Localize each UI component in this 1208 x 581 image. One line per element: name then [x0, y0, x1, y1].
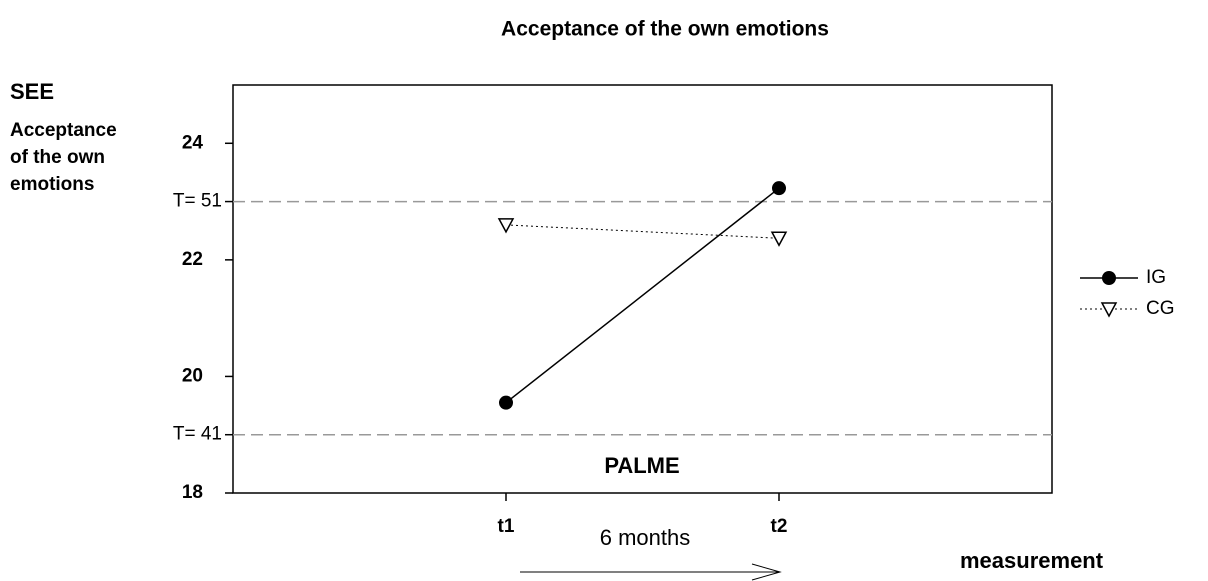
reference-label: T= 41 [173, 424, 222, 445]
series-line [505, 224, 780, 239]
x-label: measurement [960, 548, 1104, 573]
y-tick-label: 18 [182, 482, 203, 503]
y-tick-label: 20 [182, 365, 203, 386]
plot-frame [232, 84, 1053, 494]
legend-label: CG [1146, 298, 1175, 319]
point [499, 395, 513, 410]
point [497, 218, 515, 234]
point [772, 181, 786, 196]
y-label: Acceptance [10, 120, 117, 141]
y-tick-label: 22 [182, 249, 203, 270]
annotation: PALME [604, 453, 679, 478]
x-tick-label: t2 [771, 516, 788, 537]
legend-marker [1100, 302, 1118, 318]
chart-title: Acceptance of the own emotions [501, 18, 829, 41]
annotation: 6 months [600, 525, 691, 550]
legend-marker [1102, 271, 1116, 285]
point [770, 231, 788, 247]
reference-label: T= 51 [173, 191, 222, 212]
y-tick-label: 24 [182, 132, 204, 153]
y-label: emotions [10, 174, 94, 195]
legend-label: IG [1146, 267, 1166, 288]
y-label: of the own [10, 147, 105, 168]
y-title: SEE [10, 79, 54, 104]
series-line [505, 187, 780, 404]
arrow [520, 563, 782, 581]
x-tick-label: t1 [498, 516, 515, 537]
